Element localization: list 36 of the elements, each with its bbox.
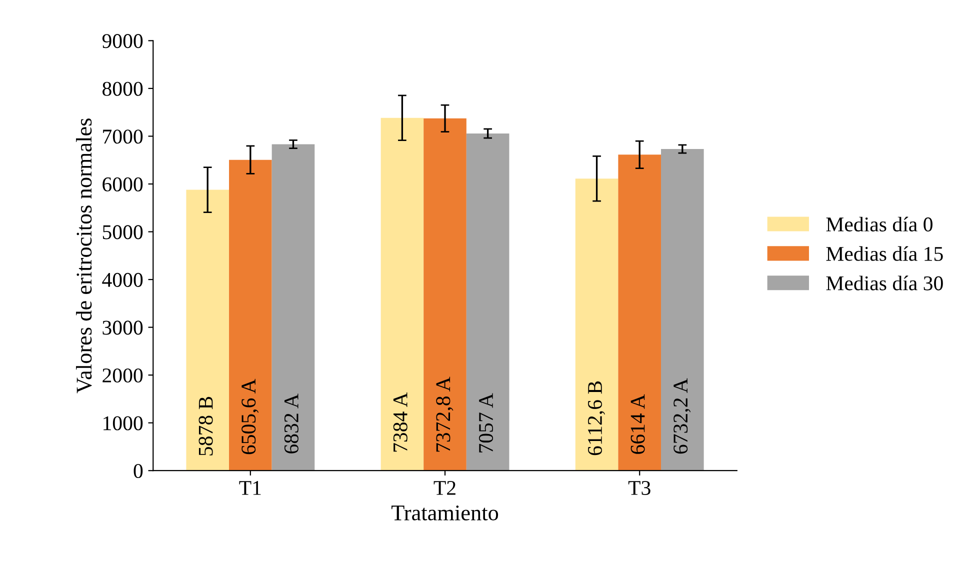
bar xyxy=(466,133,510,471)
x-tick-label: T1 xyxy=(239,481,261,495)
bar xyxy=(272,144,315,471)
data-label: 7384 A xyxy=(393,392,408,452)
y-tick-label: 3000 xyxy=(102,320,143,335)
legend-label: Medias día 30 xyxy=(826,276,943,290)
bar xyxy=(186,190,230,471)
y-tick-label: 0 xyxy=(134,464,143,478)
y-tick-label: 8000 xyxy=(102,82,143,96)
legend-label: Medias día 15 xyxy=(826,246,943,261)
bar xyxy=(380,118,424,471)
data-label: 7057 A xyxy=(478,393,494,452)
y-axis-title: Valores de eritrocitos normales xyxy=(76,118,92,394)
y-tick-label: 1000 xyxy=(104,416,143,430)
y-tick-label: 5000 xyxy=(102,225,143,240)
bar xyxy=(229,160,272,471)
data-label: 6832 A xyxy=(284,394,298,454)
data-label: 6112,6 B xyxy=(588,381,605,456)
x-tick-label: T3 xyxy=(628,480,650,495)
bar xyxy=(575,178,618,471)
data-label: 6614 A xyxy=(630,394,645,454)
x-tick-label: T2 xyxy=(434,480,456,495)
bar xyxy=(661,149,704,471)
y-tick-label: 7000 xyxy=(103,130,143,144)
x-axis-title: Tratamiento xyxy=(392,505,498,520)
y-tick-label: 4000 xyxy=(102,272,143,287)
y-tick-label: 9000 xyxy=(102,34,143,48)
data-label: 6732,2 A xyxy=(674,378,691,454)
data-label: 5878 B xyxy=(198,396,213,456)
data-label: 6505,6 A xyxy=(242,378,259,454)
y-tick-label: 2000 xyxy=(102,368,143,382)
bar xyxy=(618,154,661,471)
legend-label: Medias día 0 xyxy=(826,216,932,232)
data-label: 7372,8 A xyxy=(436,376,454,452)
bar xyxy=(424,118,466,471)
y-tick-label: 6000 xyxy=(102,177,143,192)
